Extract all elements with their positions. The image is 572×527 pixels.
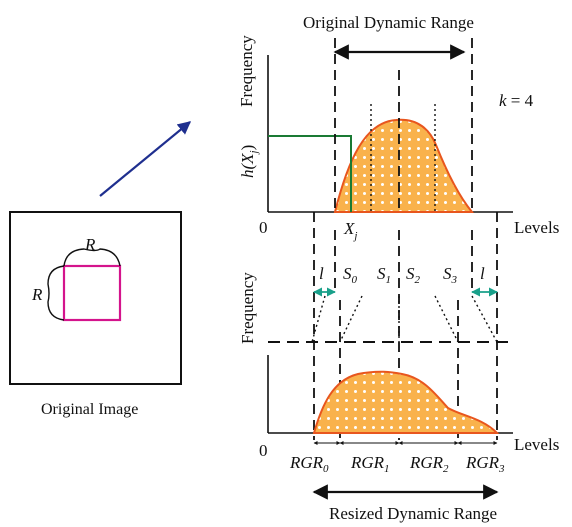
- pointer-arrow: [99, 121, 192, 197]
- top-x-label: Levels: [514, 218, 559, 237]
- segment-label-3: S3: [443, 264, 458, 286]
- mapping-lines: [311, 212, 498, 440]
- image-caption: Original Image: [41, 401, 138, 418]
- r-left-brace: [47, 265, 65, 321]
- top-histogram-curve: [333, 118, 475, 213]
- xj-label: Xj: [343, 219, 357, 242]
- map-dotted-2: [339, 295, 363, 343]
- segment-label-1: S1: [377, 264, 391, 286]
- hxj-label: h(Xj): [238, 145, 260, 178]
- rgr-label-1: RGR1: [350, 453, 390, 475]
- segment-label-0: S0: [343, 264, 358, 286]
- image-frame: [9, 211, 182, 385]
- top-chart-title: Original Dynamic Range: [303, 13, 474, 32]
- resized-range-caption: Resized Dynamic Range: [329, 504, 497, 523]
- map-dotted-5: [471, 295, 498, 343]
- region-square: [62, 264, 122, 322]
- bottom-x-label: Levels: [514, 435, 559, 454]
- top-origin: 0: [259, 218, 268, 237]
- l-left-label: l: [319, 264, 324, 283]
- r-top-brace: [63, 248, 121, 267]
- bottom-histogram-curve: [312, 370, 500, 434]
- rgr-label-3: RGR3: [465, 453, 505, 475]
- bottom-y-label: Frequency: [238, 272, 257, 344]
- map-dotted-4: [434, 295, 459, 343]
- k-label: k = 4: [499, 91, 534, 110]
- cumulative-step-line: [268, 135, 352, 212]
- r-top-label: R: [84, 235, 96, 254]
- segment-label-2: S2: [406, 264, 421, 286]
- original-image-panel: R R Original Image: [9, 211, 182, 418]
- rgr-label-2: RGR2: [409, 453, 449, 475]
- segment-labels: l l S0 S1 S2 S3: [313, 264, 498, 297]
- map-dotted-1: [311, 295, 326, 343]
- rgr-label-0: RGR0: [289, 453, 329, 475]
- l-right-label: l: [480, 264, 485, 283]
- bottom-chart: Frequency 0 Levels RGR0 RGR1 RGR2 RGR3 R…: [238, 272, 559, 523]
- r-left-label: R: [31, 285, 43, 304]
- top-chart: Original Dynamic Range Frequency h(Xj) k…: [237, 13, 559, 242]
- top-y-label: Frequency: [237, 35, 256, 107]
- bottom-origin: 0: [259, 441, 268, 460]
